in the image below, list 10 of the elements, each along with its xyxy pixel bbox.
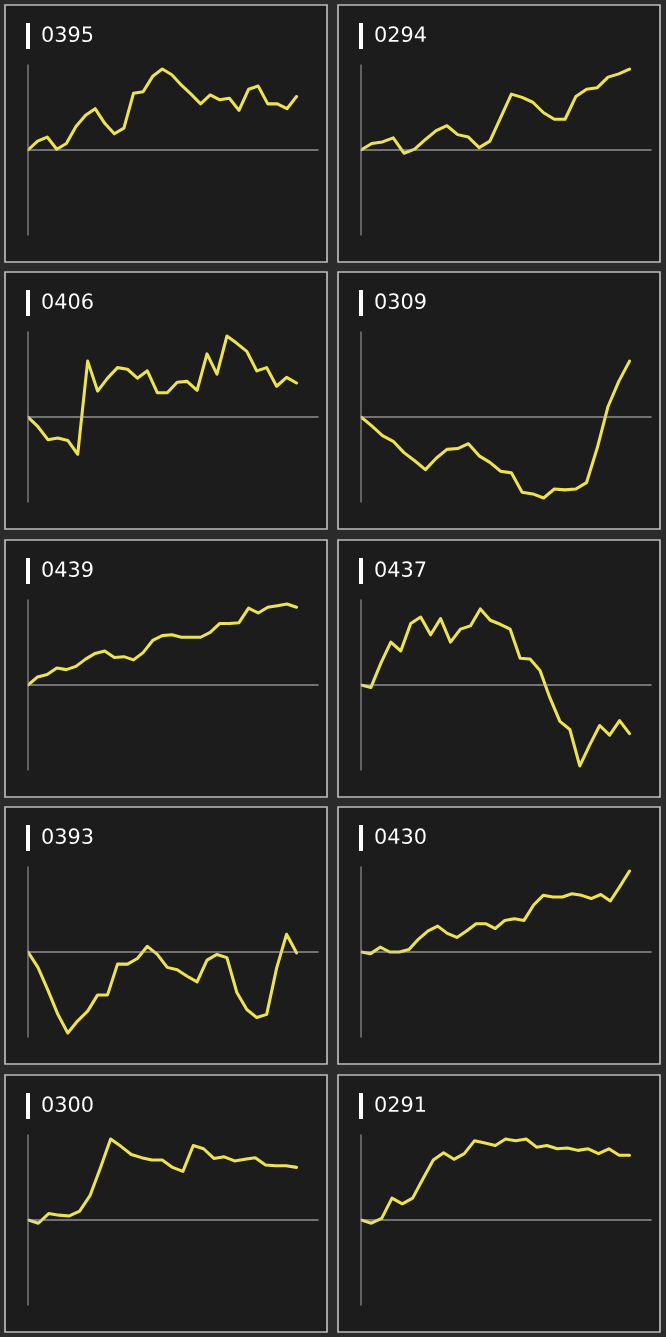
chart-title: 0406 [42,293,93,310]
chart-title: 0395 [42,26,93,43]
chart-title: 0437 [375,561,426,578]
chart-title: 0393 [42,828,93,845]
chart-title: 0294 [375,26,426,43]
chart-title: 0300 [42,1096,93,1113]
chart-title: 0291 [375,1096,426,1113]
chart-title: 0309 [375,293,426,310]
chart-title: 0430 [375,828,426,845]
chart-title: 0439 [42,561,93,578]
